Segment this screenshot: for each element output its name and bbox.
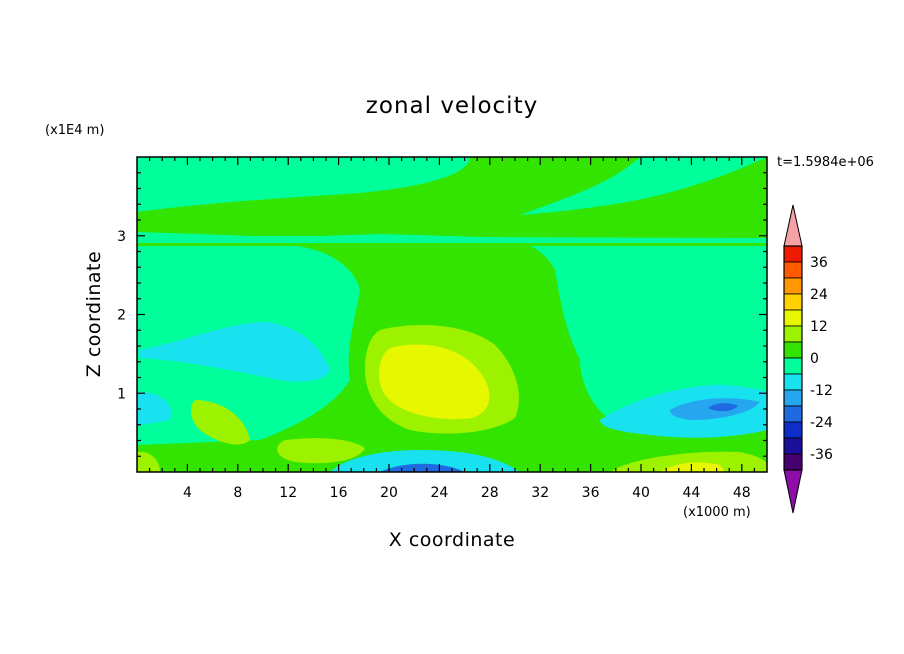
x-axis-ticks: 4 8 12 16 20 24 28 32 36 40 44 48 xyxy=(149,157,756,501)
x-tick-label: 48 xyxy=(733,485,751,501)
colorbar-swatch xyxy=(783,405,803,423)
shear-band-lower xyxy=(137,243,767,246)
colorbar-swatch xyxy=(783,277,803,295)
x-tick-label: 16 xyxy=(330,485,348,501)
colorbar-label: -12 xyxy=(810,383,833,399)
colorbar-swatch xyxy=(783,453,803,471)
colorbar-swatch xyxy=(783,261,803,279)
x-tick-label: 8 xyxy=(233,485,242,501)
y-tick-label: 1 xyxy=(117,386,126,402)
upper-cyan-right xyxy=(520,157,767,215)
lower-left-yellow-green xyxy=(190,400,250,445)
colorbar-swatch xyxy=(783,341,803,359)
contour-field xyxy=(137,157,767,472)
y-axis-title: Z coordinate xyxy=(83,251,105,377)
x-unit-label: (x1000 m) xyxy=(683,505,751,520)
x-tick-label: 12 xyxy=(279,485,297,501)
x-tick-label: 24 xyxy=(430,485,448,501)
shear-band-upper xyxy=(137,236,767,243)
colorbar-swatch xyxy=(783,373,803,391)
colorbar-swatch xyxy=(783,437,803,455)
colorbar-swatch xyxy=(783,245,803,263)
left-cyan-patch xyxy=(140,322,330,382)
colorbar-swatch xyxy=(783,357,803,375)
x-tick-label: 20 xyxy=(380,485,398,501)
colorbar-swatch xyxy=(783,293,803,311)
bottom-right-yellow-green xyxy=(610,451,767,472)
colorbar: 36 24 12 0 -12 -24 -36 xyxy=(783,204,833,514)
x-axis-title: X coordinate xyxy=(389,529,515,551)
colorbar-under-arrow xyxy=(783,469,803,514)
y-tick-label: 3 xyxy=(117,229,126,245)
colorbar-label: 0 xyxy=(810,351,819,367)
colorbar-swatch xyxy=(783,421,803,439)
left-low-cyan xyxy=(137,392,171,426)
x-tick-label: 36 xyxy=(582,485,600,501)
bottom-cyan xyxy=(330,450,520,472)
upper-cyan-left xyxy=(137,157,470,212)
bottom-left-green xyxy=(137,451,160,472)
chart-title: zonal velocity xyxy=(366,93,538,119)
colorbar-label: 36 xyxy=(810,255,828,271)
colorbar-frame xyxy=(783,245,803,471)
colorbar-label: -24 xyxy=(810,415,833,431)
central-yellow-core xyxy=(378,344,490,420)
x-tick-label: 44 xyxy=(682,485,700,501)
colorbar-over-arrow xyxy=(783,204,803,247)
colorbar-label: -36 xyxy=(810,447,833,463)
colorbar-swatch xyxy=(783,325,803,343)
y-tick-label: 2 xyxy=(117,308,126,324)
bottom-right-yellow xyxy=(660,462,725,472)
y-axis-ticks: 1 2 3 xyxy=(117,172,767,457)
lower-mid-green xyxy=(277,438,365,464)
colorbar-swatch xyxy=(783,389,803,407)
colorbar-label: 12 xyxy=(810,319,828,335)
colorbar-swatch xyxy=(783,309,803,327)
time-label: t=1.5984e+06 xyxy=(777,155,874,170)
colorbar-label: 24 xyxy=(810,287,828,303)
x-tick-label: 32 xyxy=(531,485,549,501)
right-blue-core xyxy=(708,403,738,412)
x-tick-label: 28 xyxy=(481,485,499,501)
x-tick-label: 4 xyxy=(183,485,192,501)
x-tick-label: 40 xyxy=(632,485,650,501)
y-unit-label: (x1E4 m) xyxy=(45,123,104,138)
